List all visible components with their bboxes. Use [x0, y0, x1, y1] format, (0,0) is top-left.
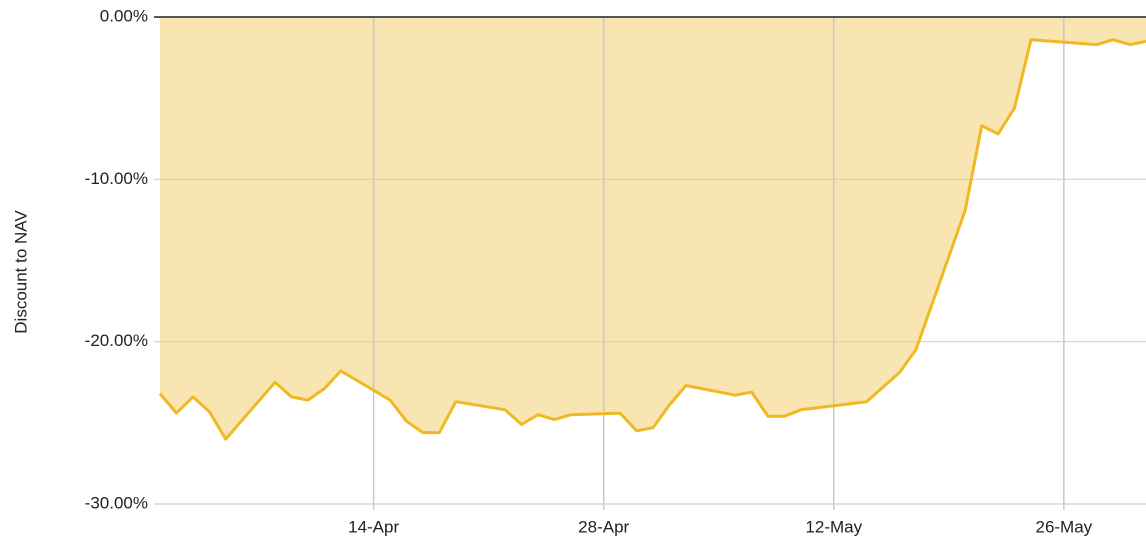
- x-tick-label: 12-May: [805, 517, 862, 536]
- x-tick-label: 28-Apr: [578, 517, 629, 536]
- area: [160, 17, 1146, 440]
- y-tick-label: -30.00%: [85, 493, 148, 512]
- x-tick-label: 14-Apr: [348, 517, 399, 536]
- line: [158, 38, 1146, 441]
- y-axis-label: Discount to NAV: [11, 210, 30, 334]
- y-tick-label: -20.00%: [85, 331, 148, 350]
- y-tick-label: 0.00%: [100, 6, 148, 25]
- y-tick-label: -10.00%: [85, 169, 148, 188]
- x-tick-label: 26-May: [1035, 517, 1092, 536]
